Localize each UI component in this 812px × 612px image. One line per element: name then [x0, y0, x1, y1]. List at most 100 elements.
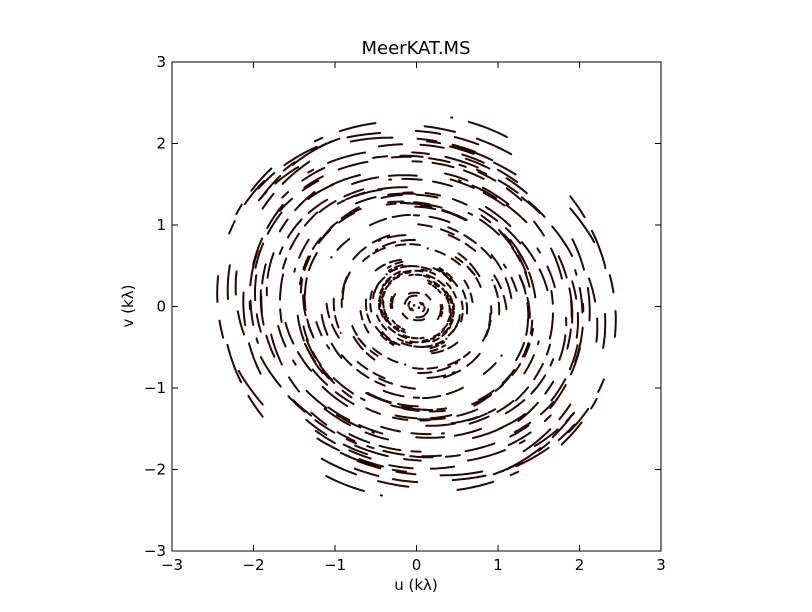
uv-track-segment	[409, 294, 414, 298]
uv-track-segment	[338, 122, 377, 133]
uv-track-segment	[348, 449, 372, 460]
uv-track-segment	[259, 356, 282, 388]
uv-track-segment	[374, 326, 384, 336]
uv-track-segment	[569, 195, 586, 219]
uv-track-segment	[377, 143, 404, 148]
uv-track-segment	[526, 296, 531, 319]
uv-track-segment	[432, 284, 437, 289]
uv-track-segment	[242, 291, 247, 327]
uv-track-segment	[381, 241, 397, 248]
uv-track-segment	[478, 207, 499, 222]
uv-track-segment	[259, 174, 282, 200]
uv-track-segment	[380, 193, 404, 199]
uv-track-segment	[530, 327, 534, 337]
uv-track-segment	[226, 343, 243, 384]
uv-track-segment	[314, 429, 336, 445]
uv-track-segment	[419, 336, 425, 340]
uv-track-segment	[334, 391, 355, 406]
uv-track-segment	[493, 284, 499, 299]
uv-track-segment	[429, 344, 440, 350]
uv-track-segment	[507, 431, 532, 447]
uv-track-segment	[420, 266, 432, 271]
uv-track-segment	[421, 302, 424, 305]
uv-track-segment	[261, 263, 267, 285]
plot-background	[172, 62, 661, 551]
y-tick-label: −3	[144, 542, 166, 560]
uv-track-segment	[451, 371, 456, 374]
uv-track-segment	[363, 323, 370, 334]
uv-track-segment	[302, 255, 310, 271]
uv-track-segment	[436, 407, 448, 411]
uv-track-segment	[308, 252, 318, 271]
uv-track-segment	[408, 264, 420, 268]
uv-track-segment	[409, 308, 412, 311]
uv-track-segment	[429, 271, 437, 276]
uv-track-segment	[496, 399, 515, 413]
uv-track-segment	[431, 161, 455, 169]
uv-track-segment	[359, 397, 366, 402]
uv-track-segment	[431, 349, 445, 355]
uv-track-segment	[359, 310, 364, 321]
uv-track-segment	[356, 361, 369, 371]
uv-track-segment	[549, 384, 567, 410]
uv-track-segment	[509, 238, 525, 262]
uv-track-segment	[329, 174, 361, 187]
uv-track-segment	[388, 464, 414, 470]
uv-track-segment	[436, 365, 452, 372]
uv-track-segment	[299, 278, 304, 294]
uv-track-segment	[378, 377, 394, 385]
uv-track-segment	[536, 247, 541, 254]
uv-track-segment	[396, 273, 403, 277]
uv-track-segment	[548, 312, 554, 340]
uv-track-segment	[510, 276, 518, 292]
uv-track-segment	[415, 291, 420, 295]
uv-track-segment	[494, 383, 504, 392]
uv-track-segment	[250, 167, 273, 192]
uv-track-segment	[389, 267, 399, 273]
uv-track-segment	[509, 470, 520, 477]
uv-track-segment	[404, 271, 412, 275]
uv-track-segment	[434, 249, 446, 256]
uv-track-segment	[391, 468, 407, 473]
uv-track-segment	[469, 292, 474, 303]
uv-track-segment	[522, 428, 552, 453]
uv-track-segment	[608, 274, 615, 294]
uv-track-segment	[380, 291, 385, 299]
uv-track-segment	[296, 314, 305, 342]
uv-track-segment	[409, 455, 434, 459]
uv-track-segment	[377, 480, 410, 488]
uv-track-segment	[497, 179, 519, 194]
uv-track-segment	[348, 433, 370, 444]
uv-track-segment	[514, 386, 530, 402]
uv-track-segment	[400, 238, 416, 242]
uv-track-segment	[410, 432, 432, 436]
uv-track-segment	[426, 279, 433, 284]
uv-track-segment	[362, 255, 371, 262]
uv-track-segment	[340, 354, 353, 367]
uv-track-segment	[293, 267, 297, 273]
uv-track-segment	[397, 403, 419, 408]
uv-track-segment	[399, 154, 424, 158]
uv-track-segment	[414, 269, 424, 273]
uv-track-segment	[386, 265, 392, 269]
uv-track-segment	[505, 177, 528, 195]
uv-track-segment	[419, 301, 422, 305]
uv-track-segment	[254, 274, 258, 302]
uv-track-segment	[411, 308, 414, 312]
uv-track-segment	[452, 290, 457, 299]
uv-track-segment	[475, 277, 482, 288]
uv-track-segment	[520, 196, 541, 214]
x-tick-label: 1	[493, 556, 503, 574]
x-tick-label: −2	[242, 556, 264, 574]
uv-track-segment	[441, 330, 448, 337]
uv-track-segment	[524, 271, 531, 288]
uv-track-segment	[301, 179, 320, 192]
uv-track-segment	[277, 324, 287, 348]
uv-track-segment	[413, 318, 418, 322]
uv-track-segment	[404, 315, 409, 320]
y-axis-label: v (kλ)	[119, 285, 137, 328]
uv-track-segment	[341, 276, 348, 294]
x-axis-ticks: −3 −2 −1 0 1 2 3	[161, 62, 666, 574]
uv-track-segment	[432, 337, 440, 343]
